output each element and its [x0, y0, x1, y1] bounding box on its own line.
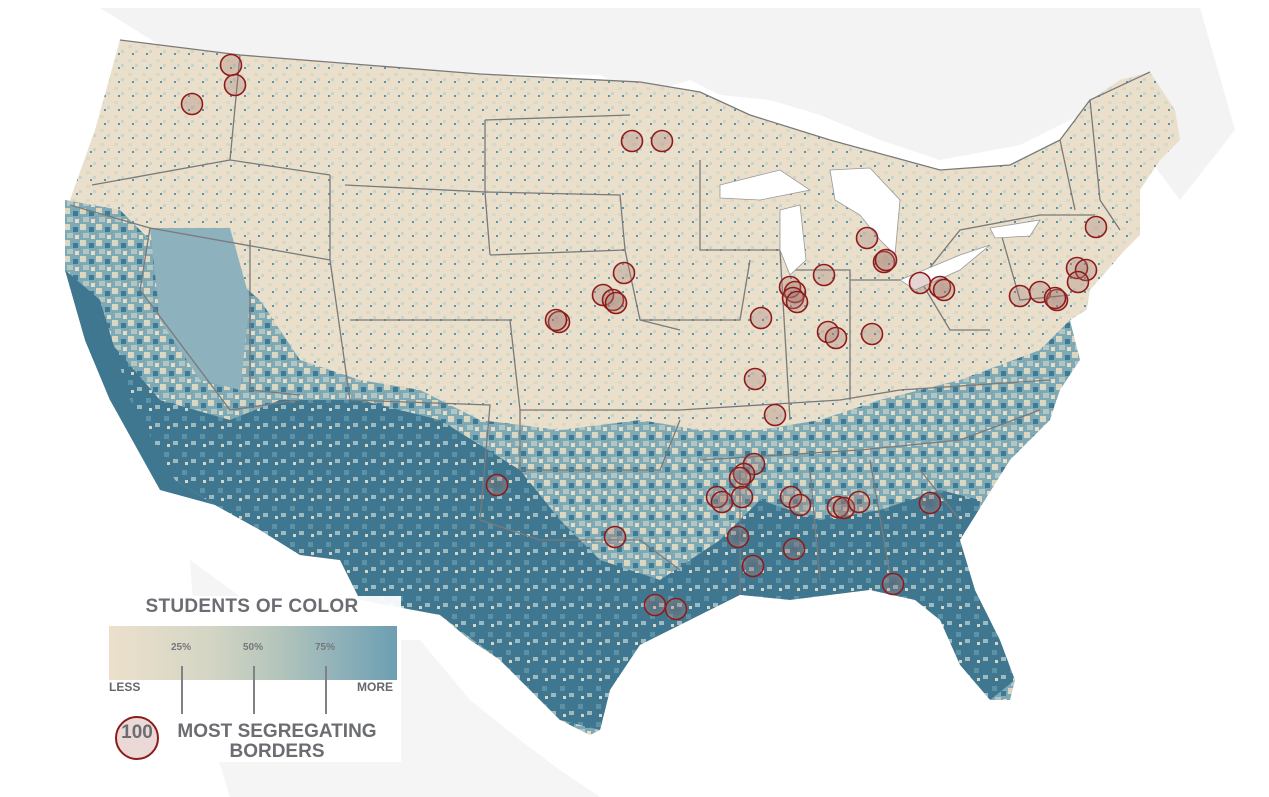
segregating-border-circle	[603, 525, 627, 549]
segregating-label-line1: MOST SEGREGATING	[177, 721, 377, 742]
region-deep-south	[85, 330, 1015, 730]
segregating-border-circle	[219, 53, 243, 77]
segregating-label: MOST SEGREGATING BORDERS	[161, 722, 393, 762]
region-nevada	[150, 228, 250, 390]
segregating-border-circle	[650, 129, 674, 153]
region-california-coast	[65, 270, 215, 505]
segregating-border-circle	[180, 92, 204, 116]
segregating-border-circle	[730, 485, 754, 509]
segregating-border-circle	[785, 290, 809, 314]
state-boundaries	[69, 39, 1151, 595]
segregating-border-circle	[782, 537, 806, 561]
legend-tick-75: 75%	[314, 642, 335, 653]
region-southwest	[65, 200, 1080, 735]
legend-tick-25: 25%	[170, 642, 191, 653]
segregating-border-circle	[855, 226, 879, 250]
segregating-border-circle	[223, 73, 247, 97]
segregating-border-circle	[741, 554, 765, 578]
segregating-border-circle	[860, 322, 884, 346]
legend-tick-50: 50%	[242, 642, 263, 653]
segregating-border-circle	[1043, 286, 1067, 310]
segregating-border-circle	[847, 490, 871, 514]
segregating-border-circle	[1084, 215, 1108, 239]
segregating-border-circle	[908, 271, 932, 295]
segregating-border-circle	[1008, 284, 1032, 308]
segregating-border-circle	[749, 306, 773, 330]
segregating-border-circle	[874, 248, 898, 272]
segregating-border-circle	[932, 278, 956, 302]
segregating-border-circle	[788, 493, 812, 517]
atlantic-ocean	[960, 200, 1269, 797]
legend: STUDENTS OF COLOR 25% 50% 75% LESS MORE …	[103, 596, 401, 762]
gulf-of-mexico	[600, 590, 990, 797]
segregating-border-circle	[812, 263, 836, 287]
segregating-border-circle	[620, 129, 644, 153]
segregating-border-circle	[743, 367, 767, 391]
segregating-border-circle	[763, 403, 787, 427]
legend-gradient-bar: 25% 50% 75%	[109, 626, 397, 714]
segregating-border-circle	[612, 261, 636, 285]
segregating-border-circle	[643, 593, 667, 617]
segregating-border-circle	[824, 326, 848, 350]
legend-title: STUDENTS OF COLOR	[145, 596, 359, 617]
legend-less-label: LESS	[109, 680, 141, 694]
segregating-border-circle	[710, 490, 734, 514]
segregating-border-circle	[485, 473, 509, 497]
canada-land	[100, 8, 1235, 200]
segregating-border-circle	[918, 491, 942, 515]
segregating-border-circle	[726, 525, 750, 549]
segregating-border-circle	[728, 466, 752, 490]
segregating-border-circle	[544, 308, 568, 332]
segregating-borders-key: 100 MOST SEGREGATING BORDERS	[113, 716, 401, 762]
legend-tick-line	[325, 666, 327, 714]
segregating-label-line2: BORDERS	[229, 741, 325, 762]
segregating-border-circle	[1066, 270, 1090, 294]
legend-tick-line	[253, 666, 255, 714]
legend-tick-line	[181, 666, 183, 714]
segregating-border-circle	[604, 291, 628, 315]
legend-more-label: MORE	[357, 680, 393, 694]
border-circle-icon	[115, 716, 159, 760]
segregating-border-markers	[180, 53, 1108, 621]
segregating-border-circle	[881, 572, 905, 596]
segregating-border-circle	[664, 597, 688, 621]
segregating-count: 100	[121, 722, 153, 743]
